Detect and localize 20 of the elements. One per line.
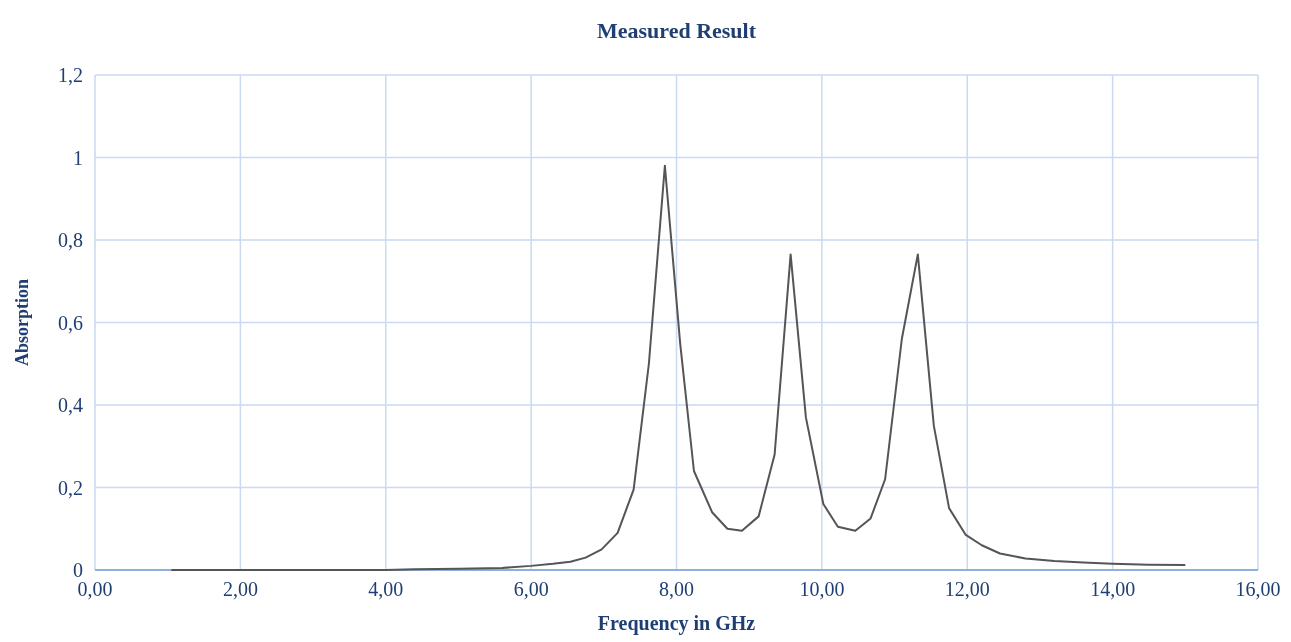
x-axis-title: Frequency in GHz	[597, 612, 756, 635]
x-tick-label: 2,00	[222, 578, 258, 600]
y-axis-title: Absorption	[12, 278, 32, 367]
y-tick-label: 0	[73, 559, 83, 581]
x-tick-label: 0,00	[77, 578, 113, 600]
y-tick-label: 0,8	[58, 229, 83, 251]
x-tick-label: 12,00	[944, 578, 990, 600]
x-tick-label: 8,00	[659, 578, 694, 600]
x-tick-label: 10,00	[799, 578, 845, 600]
y-tick-label: 1	[73, 146, 83, 169]
line-series	[170, 164, 1187, 571]
x-tick-label: 16,00	[1235, 578, 1281, 600]
chart-title: Measured Result	[596, 18, 757, 43]
x-tick-label: 14,00	[1090, 578, 1136, 600]
y-tick-label: 0,4	[58, 394, 83, 416]
y-tick-label: 0,2	[58, 476, 83, 499]
x-tick-label: 4,00	[368, 578, 404, 600]
y-tick-label: 0,6	[58, 311, 83, 334]
y-tick-label: 1,2	[58, 64, 83, 86]
x-tick-label: 6,00	[513, 578, 549, 600]
